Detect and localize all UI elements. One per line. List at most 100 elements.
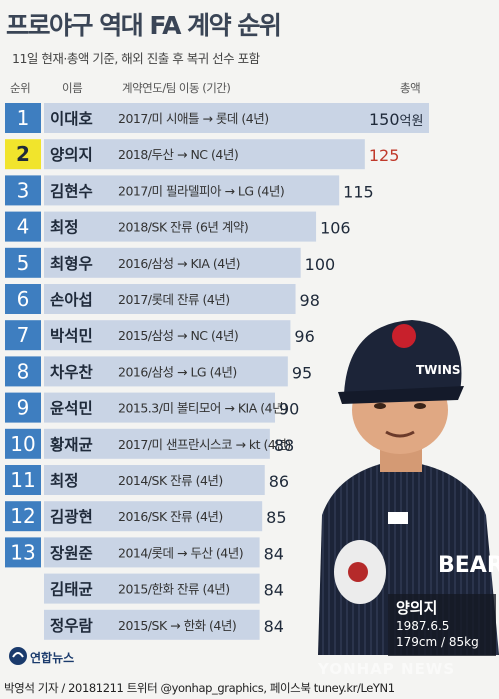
rank-number-4: 4: [17, 215, 30, 239]
rank-number-8: 8: [17, 359, 30, 383]
rank-number-3: 3: [17, 178, 30, 202]
bar-8: [44, 356, 288, 387]
contract-detail-14: 2015/한화 잔류 (4년): [118, 582, 230, 597]
rank-number-10: 10: [10, 432, 35, 456]
player-name-13: 장원준: [50, 544, 93, 562]
player-name: 양의지: [396, 599, 438, 617]
col-header-total: 총액: [400, 81, 421, 95]
player-name-8: 차우찬: [50, 363, 94, 381]
total-value-12: 85: [266, 508, 286, 527]
watermark: YONHAP NEWS: [318, 660, 456, 678]
total-value-5: 100: [305, 255, 336, 274]
bar-15: [44, 609, 260, 640]
player-name-4: 최정: [50, 218, 79, 237]
rank-badge-7: [5, 320, 41, 351]
player-name-1: 이대호: [50, 110, 93, 128]
player-name-3: 김현수: [50, 181, 93, 200]
bar-4: [44, 211, 317, 242]
player-name-14: 김태균: [50, 580, 93, 599]
rank-badge-6: [5, 284, 41, 314]
rank-number-2: 2: [16, 142, 30, 166]
rank-badge-13: [5, 537, 41, 568]
page-subtitle: 11일 현재·총액 기준, 해외 진출 후 복귀 선수 포함: [12, 51, 260, 66]
bar-3: [44, 175, 340, 206]
total-value-1: 150억원: [369, 110, 423, 129]
total-value-10: 88: [274, 436, 294, 455]
rank-number-6: 6: [17, 287, 30, 311]
value-unit: 억원: [400, 114, 424, 129]
rank-badge-8: [5, 356, 41, 387]
contract-detail-1: 2017/미 시애틀 → 롯데 (4년): [118, 111, 269, 126]
rank-number-5: 5: [17, 251, 30, 275]
total-value-13: 84: [264, 544, 284, 563]
footer-credit: 박영석 기자 / 20181211 트위터 @yonhap_graphics, …: [4, 681, 395, 695]
col-header-name: 이름: [62, 81, 83, 95]
total-value-15: 84: [264, 617, 284, 636]
player-name-6: 손아섭: [50, 291, 93, 309]
rank-number-13: 13: [10, 540, 35, 564]
player-name-2: 양의지: [50, 146, 93, 164]
contract-detail-6: 2017/롯데 잔류 (4년): [118, 292, 230, 307]
contract-detail-3: 2017/미 필라델피아 → LG (4년): [118, 183, 284, 198]
rank-badge-1: [5, 103, 41, 133]
player-name-5: 최형우: [50, 254, 93, 273]
rank-badge-5: [5, 247, 41, 278]
rank-badge-10: [5, 428, 41, 459]
rank-number-11: 11: [10, 468, 35, 492]
total-value-9: 90: [279, 400, 299, 419]
contract-detail-12: 2016/SK 잔류 (4년): [118, 509, 223, 524]
col-header-detail: 계약연도/팀 이동 (기간): [122, 81, 231, 95]
total-value-14: 84: [264, 581, 284, 600]
bar-1: [44, 103, 429, 133]
contract-detail-11: 2014/SK 잔류 (4년): [118, 473, 223, 488]
rank-badge-12: [5, 501, 41, 532]
total-value-3: 115: [343, 182, 374, 201]
total-value-8: 95: [292, 363, 312, 382]
bar-12: [44, 501, 263, 532]
rank-badge-3: [5, 175, 41, 206]
rank-badge-9: [5, 392, 41, 423]
contract-detail-4: 2018/SK 잔류 (6년 계약): [118, 220, 248, 235]
rank-badge-11: [5, 465, 41, 495]
player-name-15: 정우람: [50, 616, 94, 635]
player-name-10: 황재균: [50, 435, 93, 454]
bar-10: [44, 428, 270, 459]
contract-detail-9: 2015.3/미 볼티모어 → KIA (4년): [118, 401, 287, 416]
yonhap-logo: 연합뉴스: [8, 646, 88, 668]
bar-7: [44, 320, 291, 351]
player-photo: TWINS BEARS: [308, 310, 499, 655]
player-birth: 1987.6.5: [396, 619, 450, 633]
player-name-12: 김광현: [50, 507, 93, 526]
logo-text: 연합뉴스: [30, 651, 75, 665]
player-name-7: 박석민: [50, 326, 93, 345]
total-value-6: 98: [300, 291, 320, 310]
contract-detail-10: 2017/미 샌프란시스코 → kt (4년): [118, 437, 291, 452]
contract-detail-5: 2016/삼성 → KIA (4년): [118, 256, 240, 271]
player-name-11: 최정: [50, 471, 79, 490]
rank-badge-4: [5, 211, 41, 242]
rank-number-9: 9: [17, 396, 30, 420]
contract-detail-15: 2015/SK → 한화 (4년): [118, 618, 236, 633]
contract-detail-2: 2018/두산 → NC (4년): [118, 147, 238, 162]
bar-11: [44, 465, 265, 495]
rank-number-12: 12: [10, 504, 35, 528]
total-value-2: 125: [369, 146, 400, 165]
contract-detail-7: 2015/삼성 → NC (4년): [118, 328, 238, 343]
contract-detail-8: 2016/삼성 → LG (4년): [118, 364, 237, 379]
bar-14: [44, 573, 260, 604]
bar-2: [44, 139, 365, 170]
player-body: 179cm / 85kg: [396, 635, 479, 649]
rank-badge-2: [5, 139, 41, 170]
total-value-7: 96: [294, 327, 314, 346]
helmet-text: TWINS: [416, 363, 461, 377]
rank-number-7: 7: [17, 323, 30, 347]
player-caption: 양의지 1987.6.5 179cm / 85kg: [388, 594, 496, 656]
bar-9: [44, 392, 275, 423]
rank-number-1: 1: [17, 106, 30, 130]
yonhap-logo-icon: [9, 647, 27, 665]
total-value-4: 106: [320, 219, 351, 238]
bar-13: [44, 537, 260, 568]
player-name-9: 윤석민: [50, 400, 93, 418]
col-header-rank: 순위: [10, 81, 31, 95]
